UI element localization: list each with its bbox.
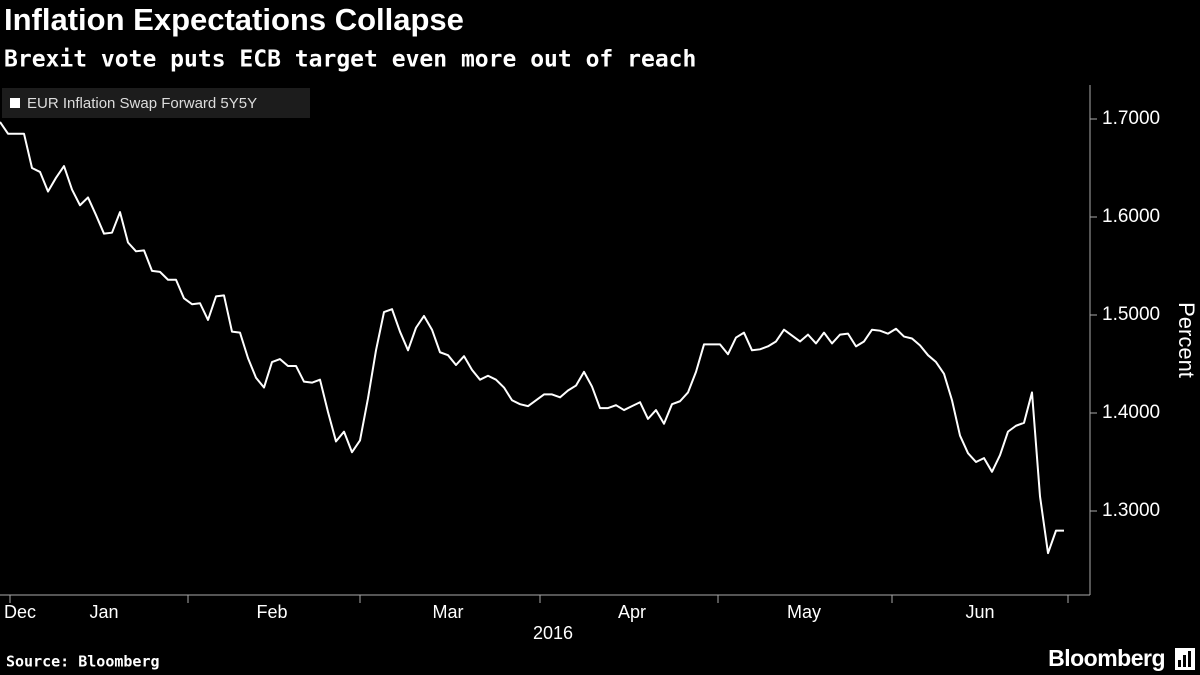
y-tick-label: 1.5000 [1102,304,1160,325]
source: Source: Bloomberg [6,653,160,671]
x-tick-label: Jun [965,602,994,622]
x-tick-label: Mar [433,602,464,622]
legend-label: EUR Inflation Swap Forward 5Y5Y [27,95,257,112]
line-series [0,121,1064,555]
brand: Bloomberg [1048,645,1165,671]
x-tick-label: Feb [256,602,287,622]
x-tick-label: Apr [618,602,646,622]
chart-title: Inflation Expectations Collapse [4,2,464,37]
icon-bar [1183,655,1186,667]
y-tick-label: 1.3000 [1102,500,1160,521]
brand-icon [1175,648,1195,670]
legend-swatch [10,98,20,108]
legend-box [2,88,310,118]
y-tick-label: 1.6000 [1102,206,1160,227]
y-tick-label: 1.4000 [1102,402,1160,423]
y-axis-label: Percent [1174,302,1199,378]
x-tick-label: May [787,602,821,622]
y-tick-label: 1.7000 [1102,108,1160,129]
icon-bar [1188,651,1191,667]
chart-subtitle: Brexit vote puts ECB target even more ou… [4,47,696,73]
x-tick-label: Jan [89,602,118,622]
x-tick-label: Dec [4,602,36,622]
x-sublabel: 2016 [533,623,573,643]
icon-bar [1178,660,1181,667]
